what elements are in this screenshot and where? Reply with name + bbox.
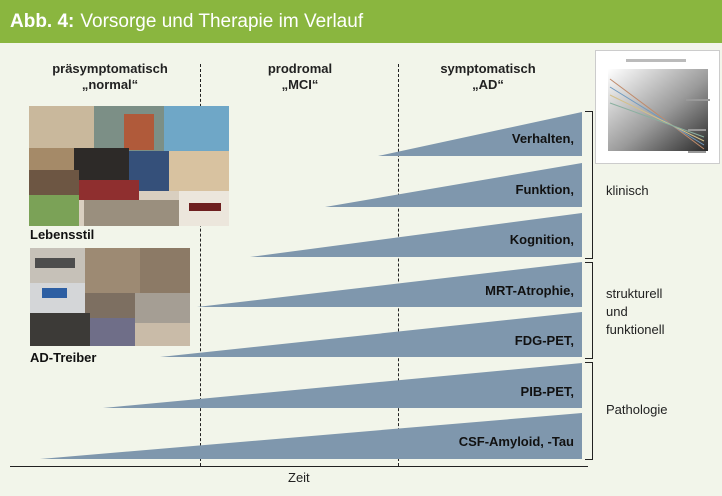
marker-label-fdg-pet: FDG-PET, [514,333,574,348]
phase-divider-2 [398,64,399,466]
ad-drivers-photo-collage [30,248,190,346]
phase-prodromal-subtitle: „MCI“ [281,77,319,92]
wedge-verhalten [378,112,582,156]
bracket-pathologie [585,362,593,460]
time-axis-label: Zeit [288,470,310,485]
lifestyle-photo-collage [29,106,229,226]
figure-header: Abb. 4: Vorsorge und Therapie im Verlauf [0,0,722,43]
phase-symptomatic: symptomatisch „AD“ [398,61,578,93]
phase-divider-1 [200,64,201,466]
wedge-pib-pet [103,363,582,408]
category-strukturell-line2: und [606,304,628,319]
phase-presymptomatic-subtitle: „normal“ [81,77,139,92]
category-strukturell: strukturell und funktionell [606,285,665,339]
wedge-funktion [325,163,582,207]
category-strukturell-line3: funktionell [606,322,665,337]
marker-label-kognition: Kognition, [509,232,574,247]
bracket-klinisch [585,111,593,259]
marker-label-funktion: Funktion, [515,182,575,197]
inset-thumbnail-chart [595,50,720,164]
phase-symptomatic-subtitle: „AD“ [472,77,504,92]
phase-presymptomatic-title: präsymptomatisch [52,61,168,76]
category-klinisch: klinisch [606,183,649,198]
wedge-mrt-atrophie [197,262,582,307]
marker-label-csf: CSF-Amyloid, -Tau [458,434,574,449]
phase-presymptomatic: präsymptomatisch „normal“ [20,61,200,93]
category-pathologie: Pathologie [606,402,668,417]
wedge-fdg-pet [160,312,582,357]
figure-number: Abb. 4: [10,10,75,32]
time-axis [10,466,588,467]
category-strukturell-line1: strukturell [606,286,663,301]
wedge-csf [40,413,582,459]
marker-label-verhalten: Verhalten, [511,131,574,146]
inset-chart-graphic [608,59,710,153]
figure-title: Vorsorge und Therapie im Verlauf [80,10,364,32]
bracket-strukturell [585,262,593,359]
phase-prodromal-title: prodromal [267,61,333,76]
wedge-kognition [250,213,582,257]
phase-symptomatic-title: symptomatisch [440,61,536,76]
phase-prodromal: prodromal „MCI“ [210,61,390,93]
lifestyle-caption: Lebensstil [30,227,95,242]
marker-label-pib-pet: PIB-PET, [520,384,574,399]
ad-drivers-caption: AD-Treiber [30,350,97,365]
marker-label-mrt-atrophie: MRT-Atrophie, [485,283,574,298]
